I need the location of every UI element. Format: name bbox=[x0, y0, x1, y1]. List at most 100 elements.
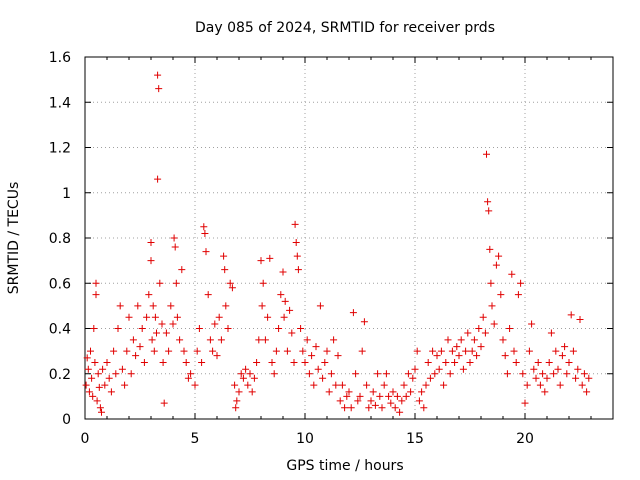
data-point bbox=[121, 381, 129, 389]
y-tick-labels: 0 0.2 0.4 0.6 0.8 1 1.2 1.4 1.6 bbox=[49, 50, 71, 428]
data-point bbox=[250, 374, 258, 382]
data-point bbox=[215, 313, 223, 321]
data-point bbox=[281, 297, 289, 305]
data-point bbox=[176, 336, 184, 344]
data-point bbox=[149, 302, 157, 310]
data-point bbox=[242, 365, 250, 373]
y-tick-label: 1.2 bbox=[49, 141, 71, 157]
data-point bbox=[393, 392, 401, 400]
data-point bbox=[422, 381, 430, 389]
data-point bbox=[193, 347, 201, 355]
data-point bbox=[89, 392, 97, 400]
data-point bbox=[396, 408, 404, 416]
x-tick-label: 5 bbox=[191, 431, 200, 447]
data-point bbox=[356, 392, 364, 400]
data-point bbox=[154, 175, 162, 183]
data-point bbox=[266, 254, 274, 262]
data-point bbox=[294, 266, 302, 274]
data-point bbox=[391, 404, 399, 412]
data-point bbox=[132, 352, 140, 360]
data-point bbox=[299, 347, 307, 355]
data-point bbox=[110, 347, 118, 355]
data-point bbox=[574, 365, 582, 373]
data-point bbox=[292, 239, 300, 247]
y-tick-label: 1 bbox=[62, 186, 71, 202]
data-point bbox=[519, 370, 527, 378]
data-point bbox=[435, 365, 443, 373]
data-point bbox=[112, 370, 120, 378]
data-point bbox=[387, 399, 395, 407]
data-point bbox=[400, 381, 408, 389]
data-point bbox=[358, 347, 366, 355]
data-point bbox=[91, 358, 99, 366]
data-point bbox=[506, 325, 514, 332]
data-point bbox=[171, 243, 179, 251]
data-point bbox=[237, 370, 245, 378]
data-point bbox=[136, 343, 144, 351]
data-point bbox=[198, 358, 206, 366]
data-point bbox=[488, 302, 496, 310]
data-point bbox=[341, 404, 349, 412]
data-point bbox=[99, 365, 107, 373]
data-point bbox=[369, 388, 377, 396]
data-point bbox=[413, 347, 421, 355]
data-point bbox=[259, 279, 267, 287]
data-point bbox=[191, 381, 199, 389]
data-point bbox=[534, 358, 542, 366]
data-point bbox=[92, 291, 100, 299]
data-point bbox=[558, 352, 566, 360]
data-point bbox=[363, 381, 371, 389]
data-point bbox=[508, 270, 516, 278]
data-point bbox=[255, 336, 263, 344]
data-point bbox=[433, 352, 441, 360]
data-point bbox=[221, 266, 229, 274]
data-point bbox=[354, 397, 362, 405]
data-point bbox=[98, 408, 105, 416]
data-point bbox=[365, 404, 373, 412]
data-point bbox=[327, 370, 335, 378]
data-point bbox=[517, 279, 525, 287]
data-point bbox=[407, 388, 415, 396]
data-point bbox=[153, 329, 160, 337]
data-point bbox=[415, 397, 423, 405]
data-point bbox=[325, 388, 333, 396]
data-point bbox=[345, 388, 353, 396]
data-point bbox=[437, 347, 445, 355]
data-point bbox=[420, 404, 428, 412]
data-point bbox=[308, 352, 316, 360]
data-point bbox=[541, 388, 549, 396]
data-point bbox=[202, 248, 210, 256]
data-point bbox=[426, 374, 434, 382]
data-point bbox=[532, 374, 540, 382]
data-point bbox=[385, 392, 393, 400]
data-points bbox=[82, 71, 593, 416]
data-point bbox=[211, 320, 219, 328]
data-point bbox=[483, 150, 490, 158]
data-point bbox=[103, 358, 111, 366]
data-point bbox=[92, 279, 100, 287]
data-point bbox=[158, 320, 166, 328]
data-point bbox=[503, 370, 511, 378]
data-point bbox=[569, 347, 577, 355]
data-point bbox=[264, 313, 272, 321]
data-point bbox=[303, 336, 311, 344]
data-point bbox=[222, 302, 230, 310]
data-point bbox=[336, 397, 344, 405]
data-point bbox=[404, 370, 412, 378]
data-point bbox=[446, 370, 454, 378]
y-tick-label: 0.2 bbox=[49, 367, 71, 383]
data-point bbox=[360, 318, 368, 326]
data-point bbox=[209, 347, 217, 355]
data-point bbox=[239, 374, 247, 382]
data-point bbox=[231, 381, 239, 389]
data-point bbox=[525, 347, 533, 355]
data-point bbox=[150, 347, 158, 355]
data-point bbox=[402, 392, 410, 400]
data-point bbox=[523, 381, 531, 389]
data-point bbox=[228, 284, 236, 292]
data-point bbox=[82, 381, 90, 389]
data-point bbox=[561, 343, 569, 351]
data-point bbox=[155, 85, 163, 93]
data-point bbox=[283, 347, 291, 355]
data-point bbox=[374, 370, 382, 378]
